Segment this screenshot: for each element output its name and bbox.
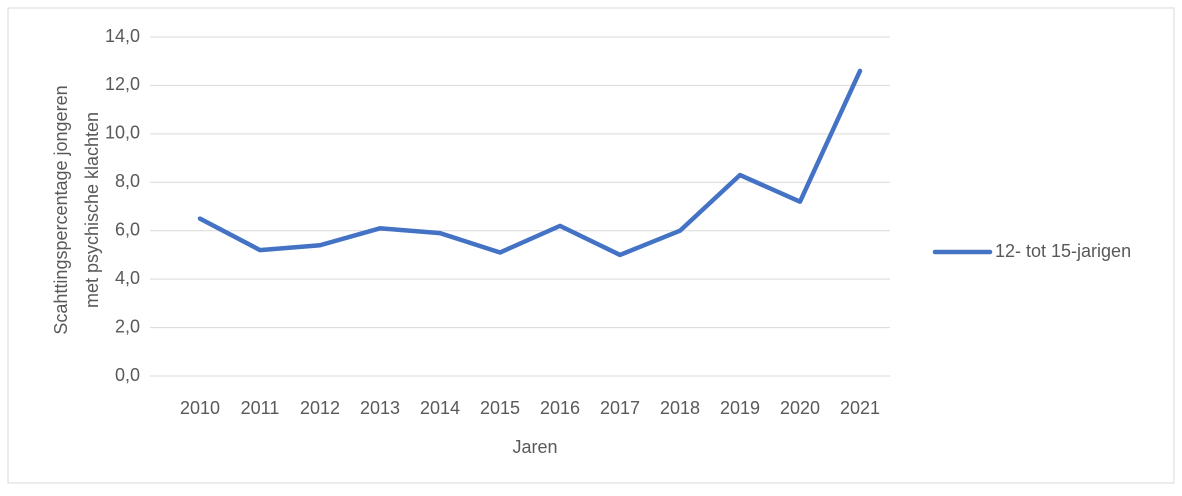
line-series [197,68,863,258]
x-tick-label: 2012 [300,398,340,418]
chart-border [7,7,1175,484]
x-tick-label: 2014 [420,398,460,418]
x-tick-label: 2013 [360,398,400,418]
x-tick-label: 2011 [241,398,280,418]
y-tick-label: 0,0 [115,365,140,385]
x-tick-label: 2020 [780,398,820,418]
y-tick-label: 10,0 [105,123,140,143]
x-tick-label: 2018 [660,398,700,418]
x-tick-label: 2017 [600,398,640,418]
y-tick-label: 12,0 [105,74,140,94]
y-tick-label: 14,0 [105,26,140,46]
x-tick-label: 2019 [720,398,760,418]
x-axis-label: Jaren [512,437,557,457]
x-tick-label: 2016 [540,398,580,418]
y-axis-label: Scahttingspercentage jongeren [51,85,71,334]
y-tick-label: 6,0 [115,219,140,239]
x-tick-label: 2015 [480,398,520,418]
legend-label: 12- tot 15-jarigen [995,241,1131,261]
y-axis-label: met psychische klachten [82,112,102,308]
y-tick-label: 8,0 [115,171,140,191]
y-tick-label: 4,0 [115,268,140,288]
y-tick-label: 2,0 [115,316,140,336]
x-tick-label: 2010 [180,398,220,418]
x-tick-label: 2021 [840,398,880,418]
